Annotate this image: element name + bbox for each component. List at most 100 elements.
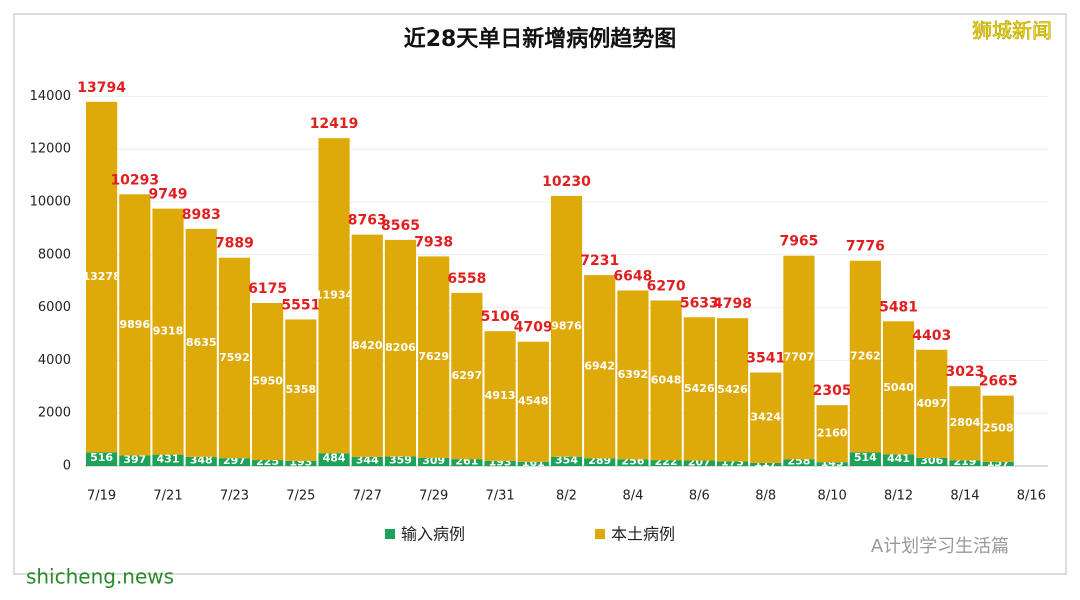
bar-segment: [418, 457, 450, 466]
watermark: A计划学习生活篇: [871, 536, 1009, 557]
bar-segment: [550, 456, 583, 466]
x-tick-label: 7/31: [485, 489, 514, 504]
bar-segment: [949, 386, 981, 461]
segment-label: 11934: [315, 289, 354, 302]
segment-label: 2160: [817, 427, 848, 440]
bar-segment: [849, 452, 881, 466]
bar-segment: [451, 292, 483, 460]
chart-title: 近28天单日新增病例趋势图: [404, 26, 677, 52]
bar-segment: [949, 460, 981, 466]
segment-label: 9896: [119, 318, 150, 331]
bar-segment: [86, 452, 118, 466]
bar-segment: [982, 395, 1014, 462]
bar-segment: [285, 460, 317, 466]
bar-segment: [882, 321, 915, 455]
legend-label: 本土病例: [611, 525, 675, 544]
bar-segment: [351, 234, 383, 457]
segment-label: 13278: [82, 270, 120, 283]
bar-segment: [816, 462, 848, 466]
segment-label: 8206: [385, 341, 416, 354]
total-label: 2665: [979, 374, 1018, 390]
total-label: 3023: [945, 364, 984, 380]
x-tick-label: 8/4: [622, 489, 643, 504]
bar-segment: [816, 405, 848, 463]
segment-label: 8420: [352, 339, 383, 352]
bar-segment: [318, 453, 350, 466]
bar-segment: [185, 228, 217, 457]
bar-segment: [484, 460, 516, 466]
bar-segment: [617, 459, 649, 466]
x-tick-label: 8/12: [884, 489, 913, 504]
bar-segment: [584, 275, 616, 459]
total-label: 12419: [310, 116, 359, 132]
x-tick-label: 7/29: [419, 489, 448, 504]
segment-label: 7262: [850, 350, 881, 363]
y-tick-label: 6000: [38, 300, 71, 315]
bar-segment: [916, 349, 948, 458]
legend-swatch: [385, 529, 395, 539]
total-label: 6648: [613, 268, 652, 284]
segment-label: 431: [157, 452, 180, 465]
legend-label: 输入病例: [401, 525, 465, 544]
total-label: 5106: [481, 309, 520, 325]
segment-label: 484: [323, 452, 346, 465]
bar-segment: [750, 462, 782, 466]
total-label: 2305: [813, 383, 852, 399]
bar-segment: [783, 459, 815, 466]
total-label: 4403: [912, 328, 951, 344]
x-tick-label: 7/27: [353, 489, 382, 504]
y-tick-label: 14000: [30, 89, 71, 104]
bar-segment: [650, 300, 682, 461]
total-label: 5481: [879, 299, 918, 315]
bar-segment: [882, 454, 915, 466]
total-label: 7231: [580, 253, 619, 269]
segment-label: 6297: [452, 369, 483, 382]
bar-segment: [318, 138, 350, 454]
x-tick-label: 7/21: [153, 489, 182, 504]
legend-swatch: [595, 529, 605, 539]
segment-label: 397: [123, 453, 146, 466]
total-label: 7776: [846, 239, 885, 255]
bar-segment: [86, 101, 118, 453]
bar-segment: [119, 194, 151, 456]
total-label: 10230: [542, 174, 591, 190]
y-tick-label: 12000: [30, 142, 71, 157]
segment-label: 4548: [518, 395, 549, 408]
bar-segment: [451, 459, 483, 466]
total-label: 8983: [182, 207, 221, 223]
x-tick-label: 8/2: [556, 489, 577, 504]
total-label: 6270: [647, 278, 686, 294]
segment-label: 4097: [916, 397, 947, 410]
bar-segment: [982, 461, 1014, 466]
segment-label: 514: [854, 451, 877, 464]
total-label: 8763: [348, 213, 387, 229]
segment-label: 8635: [186, 336, 217, 349]
bar-segment: [849, 260, 881, 453]
bar-segment: [617, 290, 649, 460]
bar-segment: [783, 255, 815, 460]
bar-segment: [683, 460, 715, 466]
y-tick-label: 4000: [38, 353, 71, 368]
segment-label: 5040: [883, 381, 914, 394]
total-label: 7965: [779, 234, 818, 250]
segment-label: 9318: [153, 325, 184, 338]
segment-label: 7629: [418, 350, 449, 363]
segment-label: 3424: [750, 411, 781, 424]
y-tick-label: 10000: [30, 195, 71, 210]
segment-label: 5950: [252, 375, 283, 388]
bar-segment: [916, 457, 948, 466]
frame: [13, 13, 1067, 575]
segment-label: 7707: [784, 350, 815, 363]
watermark: 狮城新闻: [972, 19, 1052, 43]
segment-label: 516: [90, 451, 113, 464]
bar-segment: [218, 257, 251, 459]
x-tick-label: 8/6: [689, 489, 710, 504]
bar-segment: [152, 454, 184, 466]
segment-label: 5426: [717, 383, 748, 396]
total-label: 10293: [110, 172, 159, 188]
segment-label: 6942: [584, 360, 615, 373]
segment-label: 2508: [983, 422, 1014, 435]
segment-label: 6392: [618, 368, 649, 381]
bar-segment: [218, 458, 251, 466]
